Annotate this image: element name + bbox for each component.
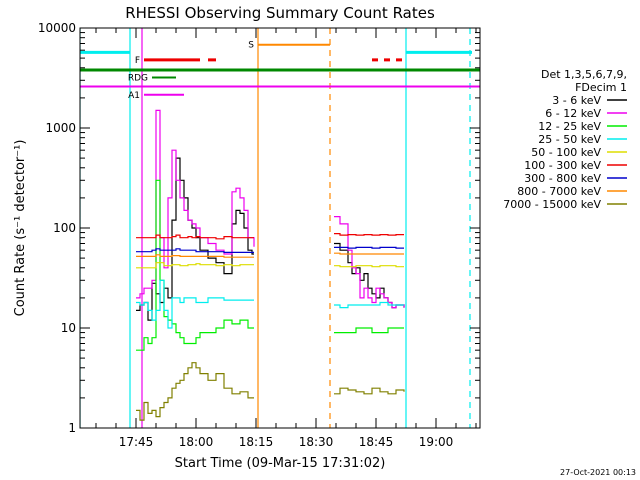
legend-header-line: Det 1,3,5,6,7,9,: [541, 68, 627, 81]
series-line-2: [136, 179, 404, 351]
series-line-4: [136, 262, 404, 269]
flag-label-A1: A1: [128, 91, 140, 101]
x-tick-label: 17:45: [119, 435, 154, 449]
legend-entry-label: 50 - 100 keV: [531, 146, 601, 159]
legend-entry-label: 300 - 800 keV: [524, 172, 601, 185]
series-line-6: [136, 246, 404, 253]
footer-timestamp: 27-Oct-2021 00:13: [560, 468, 636, 477]
legend-entry-label: 100 - 300 keV: [524, 159, 601, 172]
series-line-5: [136, 233, 404, 240]
flag-label-F: F: [135, 56, 140, 66]
series-line-8: [136, 362, 405, 421]
chart-title: RHESSI Observing Summary Count Rates: [125, 4, 435, 22]
y-axis-label: Count Rate (s⁻¹ detector⁻¹): [13, 140, 28, 317]
x-axis-label: Start Time (09-Mar-15 17:31:02): [175, 456, 386, 471]
y-tick-label: 10000: [38, 21, 76, 35]
y-tick-label: 10: [61, 321, 76, 335]
flag-label-RDG: RDG: [128, 73, 148, 83]
legend-entry-label: 6 - 12 keV: [545, 107, 601, 120]
flag-label-S: S: [248, 41, 254, 51]
series-line-3: [136, 279, 404, 329]
legend-entry-label: 3 - 6 keV: [552, 94, 601, 107]
x-tick-label: 18:00: [179, 435, 214, 449]
legend-entry-label: 25 - 50 keV: [538, 133, 601, 146]
x-tick-label: 19:00: [419, 435, 454, 449]
series-line-7: [136, 252, 404, 258]
plot-area: NFSRDCRDGA0A1: [80, 28, 480, 428]
y-tick-label: 100: [53, 221, 76, 235]
legend-header-line: FDecim 1: [575, 81, 627, 94]
x-tick-label: 18:30: [299, 435, 334, 449]
legend-entry-label: 12 - 25 keV: [538, 120, 601, 133]
axis-ticks: 1 10 100 1000 10000 17:45 18:00 18:15 18:30 18:45…: [38, 21, 480, 449]
legend-entry-label: 7000 - 15000 keV: [503, 198, 601, 211]
x-tick-label: 18:15: [239, 435, 274, 449]
y-tick-label: 1: [68, 421, 76, 435]
x-tick-label: 18:45: [359, 435, 394, 449]
y-tick-label: 1000: [45, 121, 76, 135]
legend-entry-label: 800 - 7000 keV: [517, 185, 601, 198]
